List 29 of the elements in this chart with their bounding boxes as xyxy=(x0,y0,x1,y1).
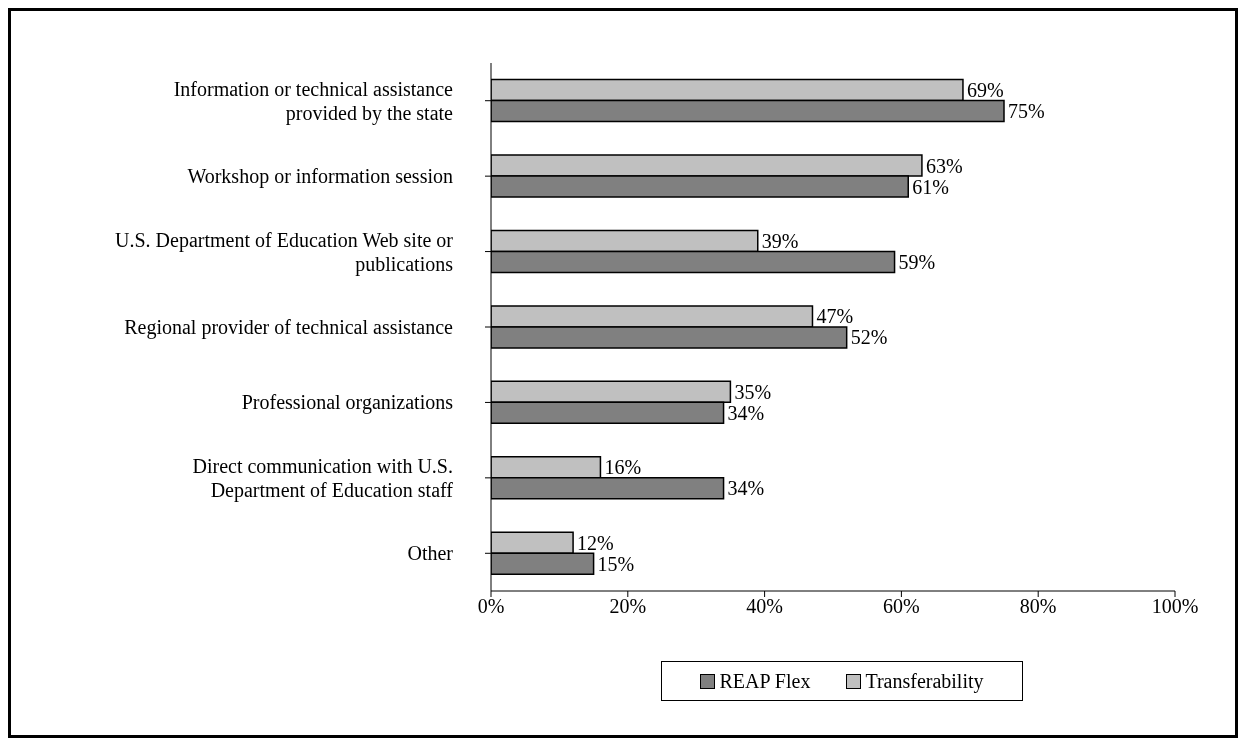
data-label: 63% xyxy=(925,154,963,177)
x-tick-label: 100% xyxy=(1151,595,1199,618)
data-label: 52% xyxy=(850,326,888,349)
data-label: 12% xyxy=(577,531,614,554)
x-tick-label: 60% xyxy=(883,595,920,618)
data-label: 15% xyxy=(597,552,635,575)
x-tick-label: 0% xyxy=(477,595,505,618)
data-label: 34% xyxy=(727,477,765,500)
data-label: 59% xyxy=(898,250,936,273)
data-label: 69% xyxy=(966,79,1004,102)
y-tick-label: Professional organizations xyxy=(241,391,454,415)
x-tick-label: 40% xyxy=(746,595,783,618)
data-label: 75% xyxy=(1008,100,1045,123)
y-tick-label: Information or technical assistance provided by the state xyxy=(173,77,454,125)
y-tick-label: Other xyxy=(407,542,454,565)
y-tick-label: U.S. Department of Education Web site or publications xyxy=(115,228,454,276)
x-tick-label: 20% xyxy=(609,595,647,618)
data-label: 61% xyxy=(912,175,949,198)
x-tick-label: 80% xyxy=(1019,595,1057,618)
y-tick-label: Workshop or information session xyxy=(187,165,453,189)
data-label: 47% xyxy=(816,305,854,328)
data-label: 35% xyxy=(734,380,772,403)
y-tick-label: Regional provider of technical assistance xyxy=(124,316,454,339)
y-tick-label: Direct communication with U.S. Department of Education staff xyxy=(192,454,454,502)
legend-label: Transferability xyxy=(864,669,984,693)
data-label: 34% xyxy=(727,401,765,424)
data-label: 39% xyxy=(761,229,799,252)
legend-label: REAP Flex xyxy=(718,669,811,693)
data-label: 16% xyxy=(604,456,642,479)
